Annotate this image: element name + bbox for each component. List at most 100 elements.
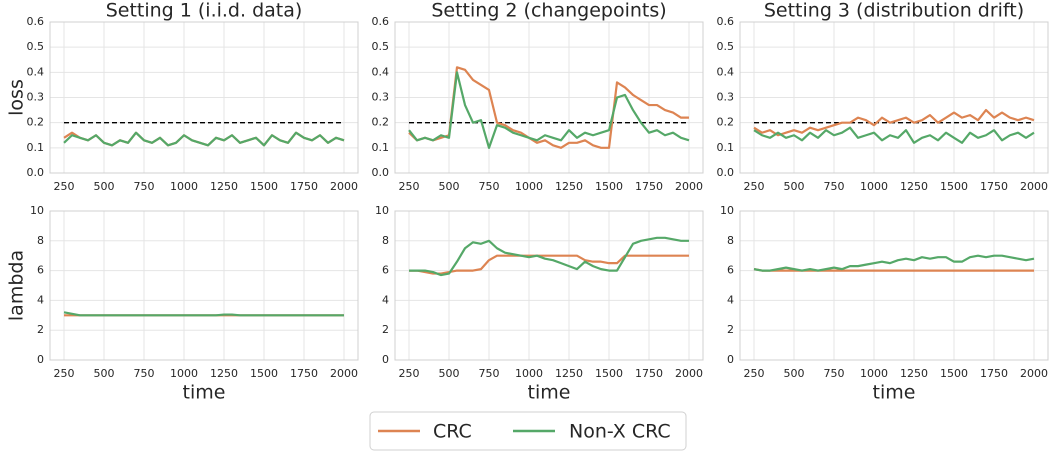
x-tick-label: 1750 [290, 367, 318, 380]
x-tick-label: 1750 [635, 367, 663, 380]
x-tick-label: 1000 [860, 180, 888, 193]
y-tick-label: 2 [382, 323, 389, 336]
x-tick-label: 1750 [980, 367, 1008, 380]
y-tick-label: 10 [375, 204, 389, 217]
y-tick-label: 6 [37, 264, 44, 277]
plot-frame [394, 210, 704, 361]
x-tick-label: 1500 [250, 367, 278, 380]
series-line [408, 71, 690, 149]
y-axis-label: loss [6, 79, 28, 116]
x-tick-label: 750 [824, 367, 845, 380]
x-tick-label: 2000 [1020, 367, 1048, 380]
y-tick-label: 10 [30, 204, 44, 217]
y-tick-label: 0.1 [717, 141, 735, 154]
x-tick-label: 750 [134, 367, 155, 380]
x-tick-label: 1250 [555, 180, 583, 193]
y-tick-label: 0 [727, 353, 734, 366]
x-tick-label: 1000 [515, 180, 543, 193]
plot-frame [739, 210, 1049, 361]
legend-label: CRC [433, 421, 472, 443]
series-line [63, 311, 344, 317]
x-tick-label: 1500 [595, 180, 623, 193]
x-tick-label: 1500 [940, 367, 968, 380]
plot-frame [394, 21, 704, 174]
y-tick-label: 0 [37, 353, 44, 366]
y-tick-label: 0.4 [717, 65, 735, 78]
x-tick-label: 750 [824, 180, 845, 193]
plot-frame [49, 21, 359, 174]
y-tick-label: 2 [727, 323, 734, 336]
y-tick-label: 0.1 [27, 141, 45, 154]
x-tick-label: 500 [94, 367, 115, 380]
y-tick-label: 4 [727, 293, 734, 306]
x-tick-label: 250 [54, 180, 75, 193]
x-tick-label: 2000 [675, 180, 703, 193]
series-line [409, 254, 689, 275]
subplot-title: Setting 1 (i.i.d. data) [106, 0, 303, 22]
x-tick-label: 500 [439, 367, 460, 380]
x-axis-label: time [873, 382, 916, 404]
y-tick-label: 2 [37, 323, 44, 336]
x-tick-label: 250 [399, 180, 420, 193]
x-tick-label: 2000 [330, 367, 358, 380]
y-tick-label: 4 [37, 293, 44, 306]
y-tick-label: 6 [382, 264, 389, 277]
x-tick-label: 250 [744, 367, 765, 380]
y-tick-label: 6 [727, 264, 734, 277]
x-tick-label: 1000 [860, 367, 888, 380]
x-tick-label: 1250 [900, 180, 928, 193]
y-tick-label: 0.0 [717, 166, 735, 179]
y-tick-label: 0.1 [372, 141, 390, 154]
plot-frame [49, 210, 359, 361]
y-axis-label: lambda [6, 250, 28, 321]
y-tick-label: 0.5 [27, 40, 45, 53]
y-tick-label: 0.3 [27, 91, 45, 104]
y-tick-label: 0.2 [27, 116, 45, 129]
y-tick-label: 4 [382, 293, 389, 306]
x-tick-label: 1000 [515, 367, 543, 380]
x-tick-label: 1250 [210, 367, 238, 380]
plot-frame [739, 21, 1049, 174]
x-tick-label: 500 [94, 180, 115, 193]
x-axis-label: time [183, 382, 226, 404]
y-tick-label: 0 [382, 353, 389, 366]
x-tick-label: 750 [134, 180, 155, 193]
x-tick-label: 2000 [330, 180, 358, 193]
y-tick-label: 0.3 [372, 91, 390, 104]
y-tick-label: 0.5 [372, 40, 390, 53]
x-tick-label: 1250 [900, 367, 928, 380]
y-tick-label: 0.4 [372, 65, 390, 78]
x-tick-label: 250 [399, 367, 420, 380]
y-tick-label: 0.4 [27, 65, 45, 78]
x-tick-label: 1750 [980, 180, 1008, 193]
y-tick-label: 0.0 [27, 166, 45, 179]
x-tick-label: 1500 [250, 180, 278, 193]
y-tick-label: 10 [720, 204, 734, 217]
subplot-title: Setting 3 (distribution drift) [764, 0, 1024, 22]
x-tick-label: 500 [784, 180, 805, 193]
y-tick-label: 0.3 [717, 91, 735, 104]
series-line [63, 131, 345, 147]
x-tick-label: 1750 [290, 180, 318, 193]
x-axis-label: time [528, 382, 571, 404]
x-tick-label: 250 [54, 367, 75, 380]
y-tick-label: 0.6 [372, 15, 390, 28]
x-tick-label: 2000 [675, 367, 703, 380]
x-tick-label: 1250 [210, 180, 238, 193]
x-tick-label: 1750 [635, 180, 663, 193]
y-tick-label: 8 [727, 234, 734, 247]
y-tick-label: 0.2 [372, 116, 390, 129]
series-line [753, 126, 1035, 144]
y-tick-label: 0.6 [717, 15, 735, 28]
legend-label: Non-X CRC [569, 421, 671, 443]
y-tick-label: 0.2 [717, 116, 735, 129]
x-tick-label: 1500 [595, 367, 623, 380]
x-tick-label: 250 [744, 180, 765, 193]
x-tick-label: 1000 [170, 180, 198, 193]
x-tick-label: 1500 [940, 180, 968, 193]
subplot-title: Setting 2 (changepoints) [431, 0, 666, 22]
series-line [753, 254, 1035, 272]
x-tick-label: 500 [439, 180, 460, 193]
y-tick-label: 8 [382, 234, 389, 247]
